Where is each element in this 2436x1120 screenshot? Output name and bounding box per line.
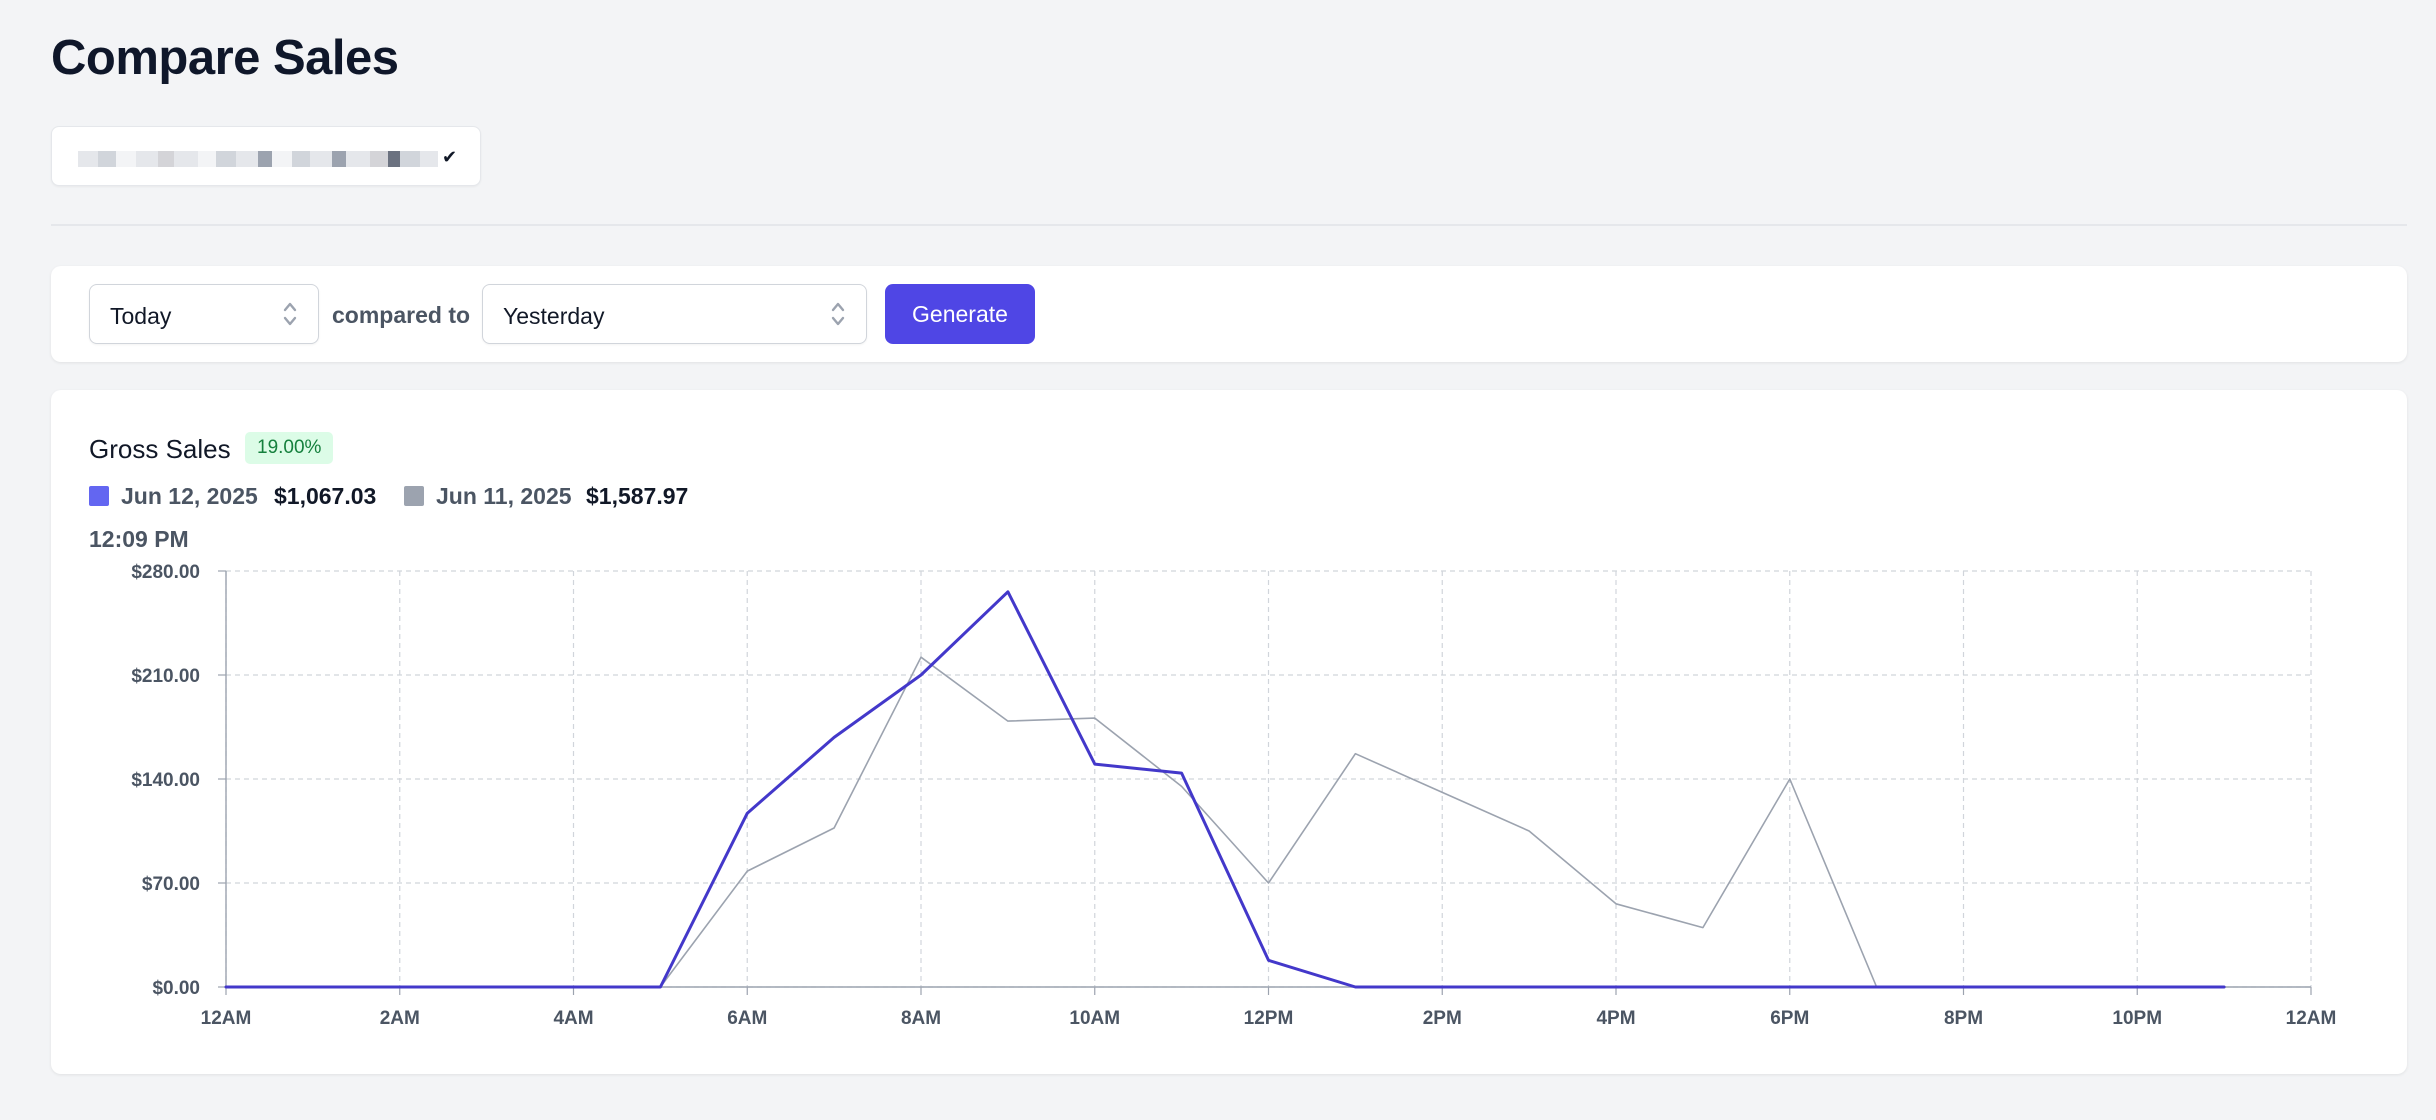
x-tick-label: 10PM (2112, 1008, 2162, 1029)
x-tick-label: 2AM (380, 1008, 420, 1029)
series-line-current (224, 590, 2226, 989)
comparison-select-value: Yesterday (503, 303, 605, 329)
gross-sales-chart: 12AM 2AM 4AM 6AM 8AM 10AM 12PM 2PM 4PM 6PM 8PM 10PM… (131, 562, 2337, 1029)
series-line-previous (225, 656, 2225, 988)
compared-to-label: compared to (332, 302, 471, 328)
y-tick-label: $70.00 (142, 874, 200, 895)
chevron-up-down-icon (283, 302, 297, 326)
legend-swatch (89, 486, 109, 506)
generate-button[interactable]: Generate (885, 284, 1035, 344)
x-tick-label: 12PM (1244, 1008, 1294, 1029)
x-tick-label: 4AM (553, 1008, 593, 1029)
y-tick-label: $280.00 (131, 562, 200, 583)
x-tick-label: 8AM (901, 1008, 941, 1029)
legend-date: Jun 11, 2025 (436, 483, 572, 509)
x-tick-label: 4PM (1596, 1008, 1635, 1029)
x-tick-label: 2PM (1423, 1008, 1462, 1029)
chevron-up-down-icon (831, 302, 845, 326)
x-tick-label: 6AM (727, 1008, 767, 1029)
x-tick-label: 10AM (1069, 1008, 1120, 1029)
y-tick-label: $210.00 (131, 666, 200, 687)
change-badge: 19.00% (245, 432, 334, 464)
store-selector[interactable]: ✔ (51, 126, 481, 186)
x-tick-label: 6PM (1770, 1008, 1809, 1029)
period-select-value: Today (110, 303, 172, 329)
comparison-select[interactable]: Yesterday (482, 284, 867, 344)
period-select[interactable]: Today (89, 284, 319, 344)
legend-swatch (404, 486, 424, 506)
check-icon: ✔ (442, 147, 458, 167)
section-divider (51, 224, 2407, 226)
current-time-label: 12:09 PM (89, 526, 189, 552)
y-tick-label: $0.00 (152, 978, 200, 999)
store-name-redacted (78, 141, 486, 173)
page-title: Compare Sales (51, 31, 399, 85)
metric-title: Gross Sales (89, 434, 231, 464)
legend-total: $1,587.97 (586, 483, 689, 509)
x-tick-label: 12AM (2286, 1008, 2337, 1029)
redacted-store-name-pixels (78, 151, 438, 167)
legend-date: Jun 12, 2025 (121, 483, 258, 509)
comparison-controls: Today compared to Yesterday Generate (51, 266, 2407, 362)
legend-total: $1,067.03 (274, 483, 377, 509)
x-tick-label: 8PM (1944, 1008, 1983, 1029)
x-tick-label: 12AM (201, 1008, 252, 1029)
y-tick-label: $140.00 (131, 770, 200, 791)
gross-sales-card: Gross Sales 19.00% Jun 12, 2025 $1,067.0… (51, 390, 2407, 1074)
